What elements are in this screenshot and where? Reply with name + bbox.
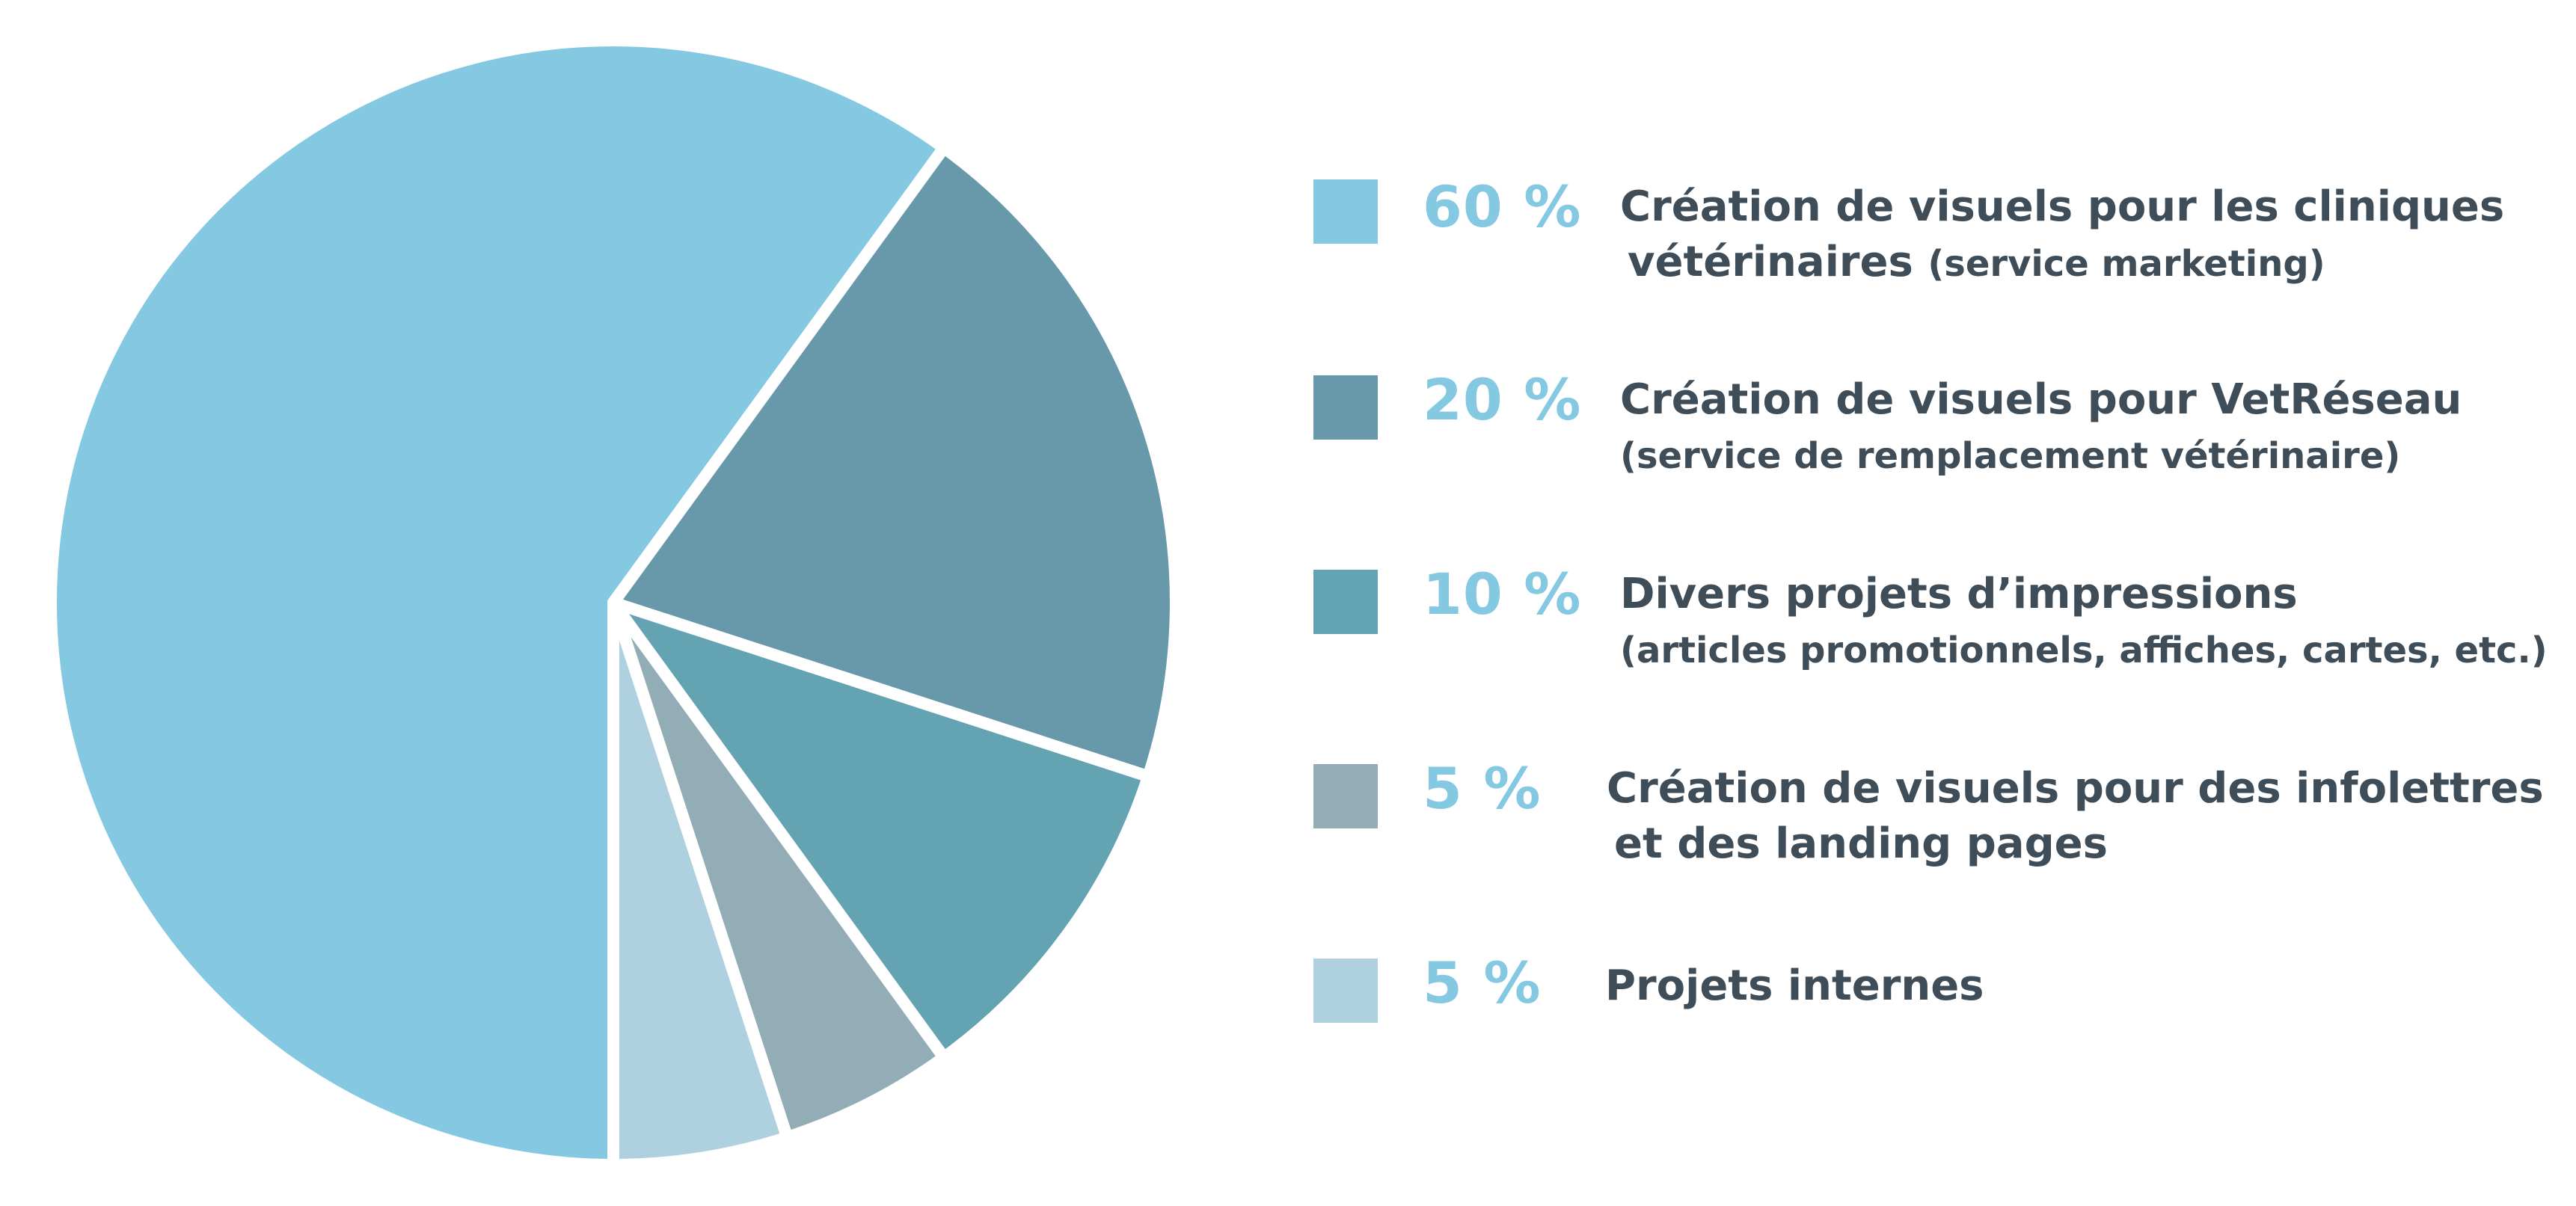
legend-label-0-line1: Création de visuels pour les cliniques xyxy=(1620,182,2505,231)
legend-item-2: 10 % Divers projets d’impressions (artic… xyxy=(1309,561,2566,728)
legend-percent-4: 5 % xyxy=(1423,950,1542,1016)
legend-label-2-line1: Divers projets d’impressions xyxy=(1620,570,2298,618)
legend-item-3: 5 % Création de visuels pour des infolet… xyxy=(1309,755,2566,923)
pie-chart xyxy=(44,34,1182,1171)
pie-slice-3 xyxy=(607,597,951,1144)
legend-label-0-main: vétérinaires xyxy=(1628,238,1913,286)
legend-percent-0: 60 % xyxy=(1423,173,1582,240)
legend-label-2-note: (articles promotionnels, affiches, carte… xyxy=(1620,630,2548,671)
legend-label-1-line1: Création de visuels pour VetRéseau xyxy=(1620,375,2462,424)
legend-label-3-line1: Création de visuels pour des infolettres xyxy=(1607,764,2544,813)
legend-swatch-0 xyxy=(1313,179,1378,244)
legend-percent-2: 10 % xyxy=(1423,561,1582,627)
legend-label-0-line2: vétérinaires (service marketing) xyxy=(1628,238,2325,286)
pie-slice-1 xyxy=(607,141,1182,783)
legend-swatch-3 xyxy=(1313,764,1378,828)
legend-percent-1: 20 % xyxy=(1423,366,1582,433)
legend-swatch-4 xyxy=(1313,959,1378,1023)
legend-item-1: 20 % Création de visuels pour VetRéseau … xyxy=(1309,366,2566,534)
legend-item-0: 60 % Création de visuels pour les cliniq… xyxy=(1309,173,2566,341)
pie-slice-4 xyxy=(607,597,794,1171)
legend-label-4-line1: Projets internes xyxy=(1605,962,1984,1010)
pie-slice-2 xyxy=(607,597,1155,1064)
legend-swatch-2 xyxy=(1313,570,1378,634)
pie-slice-0 xyxy=(44,34,951,1171)
legend-label-0-note: (service marketing) xyxy=(1928,243,2325,285)
legend-label-3-line2: et des landing pages xyxy=(1614,819,2108,868)
legend-item-4: 5 % Projets internes xyxy=(1309,950,2566,1117)
legend-percent-3: 5 % xyxy=(1423,755,1542,822)
legend-swatch-1 xyxy=(1313,375,1378,440)
legend: 60 % Création de visuels pour les cliniq… xyxy=(1309,0,2566,1206)
legend-label-1-note: (service de remplacement vétérinaire) xyxy=(1620,435,2401,477)
